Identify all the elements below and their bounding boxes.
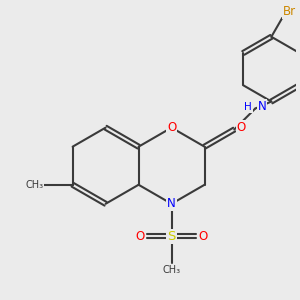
Text: CH₃: CH₃ (26, 180, 44, 190)
Text: N: N (167, 197, 176, 210)
Text: H: H (244, 102, 252, 112)
Text: Br: Br (283, 5, 296, 18)
Text: O: O (236, 121, 246, 134)
Text: CH₃: CH₃ (163, 265, 181, 275)
Text: O: O (199, 230, 208, 243)
Text: N: N (258, 100, 266, 113)
Text: O: O (167, 121, 176, 134)
Text: S: S (167, 230, 176, 243)
Text: O: O (135, 230, 145, 243)
